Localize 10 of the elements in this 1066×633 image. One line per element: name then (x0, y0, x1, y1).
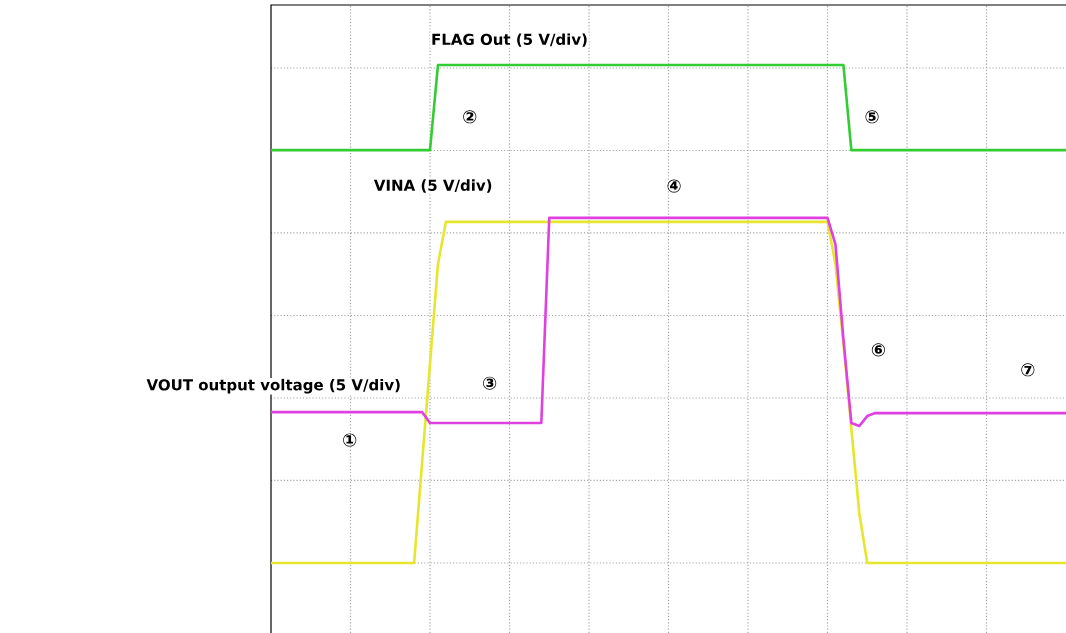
annotation: ⑥ (871, 343, 885, 357)
annotation: ④ (667, 179, 681, 193)
annotation: ⑦ (1021, 363, 1035, 377)
annotation: ③ (483, 376, 497, 390)
series-label: FLAG Out (5 V/div) (432, 33, 587, 47)
series-label: VOUT output voltage (5 V/div) (146, 378, 400, 394)
annotation: ⑤ (865, 110, 879, 124)
series-label: VINA (5 V/div) (373, 179, 492, 193)
annotation: ② (463, 110, 477, 124)
annotation: ① (343, 433, 357, 447)
